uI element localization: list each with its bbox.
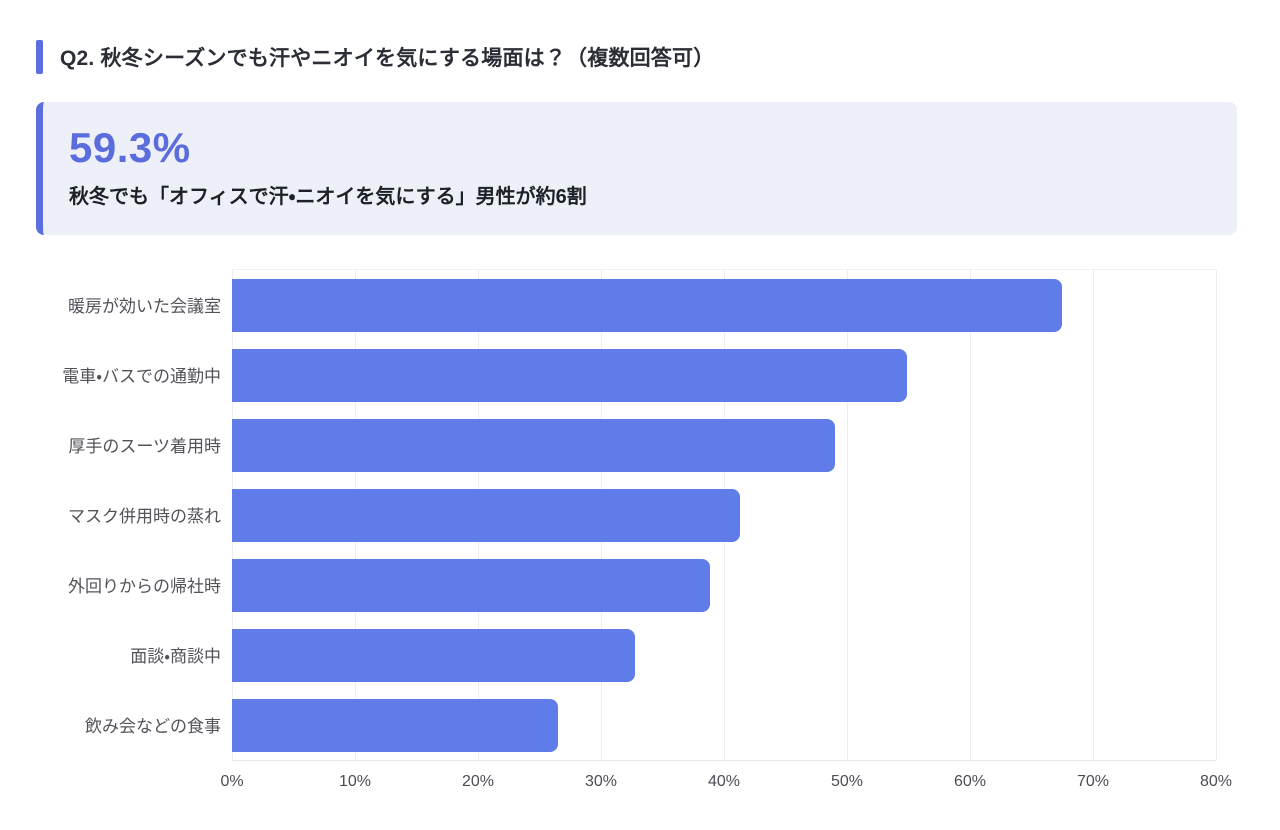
- title-accent-bar: [36, 40, 43, 74]
- category-label: 電車・バスでの通勤中: [62, 366, 221, 386]
- bar-slot: [232, 340, 1216, 410]
- x-tick-label: 0%: [220, 773, 244, 791]
- report-page: Q2. 秋冬シーズンでも汗やニオイを気にする場面は？（複数回答可） 59.3% …: [36, 40, 1244, 803]
- question-title: Q2. 秋冬シーズンでも汗やニオイを気にする場面は？（複数回答可）: [60, 47, 715, 70]
- x-tick-label: 40%: [707, 773, 741, 791]
- category-label: 厚手のスーツ着用時: [68, 436, 221, 456]
- x-tick-label: 50%: [830, 773, 864, 791]
- highlight-card: 59.3% 秋冬でも「オフィスで汗・ニオイを気にする」男性が約6割: [36, 102, 1237, 236]
- x-tick-label: 70%: [1076, 773, 1110, 791]
- bar-slot: [232, 480, 1216, 550]
- highlight-description: 秋冬でも「オフィスで汗・ニオイを気にする」男性が約6割: [69, 186, 587, 209]
- bar: [232, 278, 1063, 332]
- bar: [232, 418, 835, 472]
- bar-chart: 暖房が効いた会議室 電車・バスでの通勤中 厚手のスーツ着用時 マスク併用時の蒸れ 外回り…: [36, 269, 1232, 803]
- bar: [232, 348, 908, 402]
- highlight-stat: 59.3%: [69, 124, 191, 171]
- bar-slot: [232, 270, 1216, 340]
- category-label: 飲み会などの食事: [85, 716, 221, 736]
- x-axis: 0% 10% 20% 30% 40% 50% 60% 70% 80%: [220, 761, 1232, 803]
- chart-body: 暖房が効いた会議室 電車・バスでの通勤中 厚手のスーツ着用時 マスク併用時の蒸れ 外回り…: [36, 269, 1217, 762]
- bar: [232, 488, 740, 542]
- x-tick-label: 20%: [461, 773, 495, 791]
- category-labels: 暖房が効いた会議室 電車・バスでの通勤中 厚手のスーツ着用時 マスク併用時の蒸れ 外回り…: [36, 269, 232, 761]
- gridline: [970, 270, 971, 761]
- plot-area: [232, 269, 1217, 762]
- bar: [232, 628, 636, 682]
- gridline: [1093, 270, 1094, 761]
- gridline: [1216, 270, 1217, 761]
- category-label: 暖房が効いた会議室: [68, 296, 221, 316]
- gridline: [847, 270, 848, 761]
- x-tick-label: 10%: [338, 773, 372, 791]
- category-label: マスク併用時の蒸れ: [68, 506, 221, 526]
- bar-slot: [232, 410, 1216, 480]
- bar: [232, 558, 711, 612]
- bar-slot: [232, 620, 1216, 690]
- x-tick-label: 30%: [584, 773, 618, 791]
- bar-slot: [232, 550, 1216, 620]
- category-label: 外回りからの帰社時: [68, 576, 221, 596]
- bar-slot: [232, 690, 1216, 760]
- x-tick-label: 80%: [1199, 773, 1233, 791]
- x-tick-label: 60%: [953, 773, 987, 791]
- question-header: Q2. 秋冬シーズンでも汗やニオイを気にする場面は？（複数回答可）: [36, 40, 1244, 74]
- bar: [232, 698, 558, 752]
- category-label: 面談・商談中: [130, 646, 221, 666]
